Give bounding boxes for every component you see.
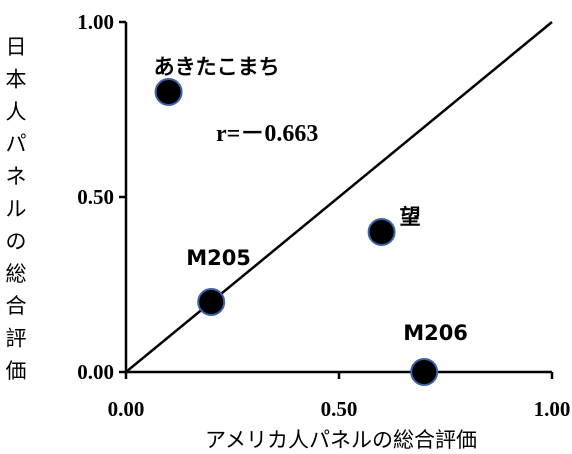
y-axis-label-char: 評 bbox=[6, 327, 27, 351]
x-tick-label: 1.00 bbox=[534, 397, 571, 421]
data-point bbox=[367, 218, 396, 246]
data-point bbox=[154, 78, 183, 106]
y-axis-label-char: 総 bbox=[6, 262, 27, 286]
data-point-label: M206 bbox=[403, 321, 468, 345]
reference-line bbox=[125, 21, 553, 373]
y-tick-label: 1.00 bbox=[77, 10, 114, 34]
y-axis-label-char: 合 bbox=[6, 294, 27, 318]
y-axis-label-char: の bbox=[6, 229, 27, 253]
y-axis-label-char: パ bbox=[6, 132, 27, 156]
axes bbox=[119, 20, 554, 379]
data-point-label: 望 bbox=[400, 205, 421, 229]
y-tick-label: 0.00 bbox=[77, 360, 114, 384]
x-axis-label: アメリカ人パネルの総合評価 bbox=[205, 428, 477, 452]
tick-labels: 0.00 0.50 1.00 0.00 0.50 1.00 bbox=[77, 10, 570, 421]
x-tick-label: 0.50 bbox=[321, 397, 358, 421]
y-axis-label-char: 日 bbox=[6, 35, 27, 59]
y-tick-label: 0.50 bbox=[77, 185, 114, 209]
data-point bbox=[410, 358, 439, 386]
data-point-label: あきたこまち bbox=[154, 55, 280, 79]
data-point bbox=[197, 288, 226, 316]
correlation-annotation: r=－0.663 bbox=[216, 121, 318, 147]
y-axis-label-char: 価 bbox=[6, 359, 27, 383]
y-axis-label-char: ル bbox=[6, 197, 27, 221]
y-axis-label-char: 人 bbox=[6, 100, 27, 124]
data-point-label: M205 bbox=[186, 246, 251, 270]
y-axis-label-char: 本 bbox=[6, 67, 27, 91]
x-tick-label: 0.00 bbox=[108, 397, 145, 421]
y-axis-label-char: ネ bbox=[6, 165, 27, 189]
